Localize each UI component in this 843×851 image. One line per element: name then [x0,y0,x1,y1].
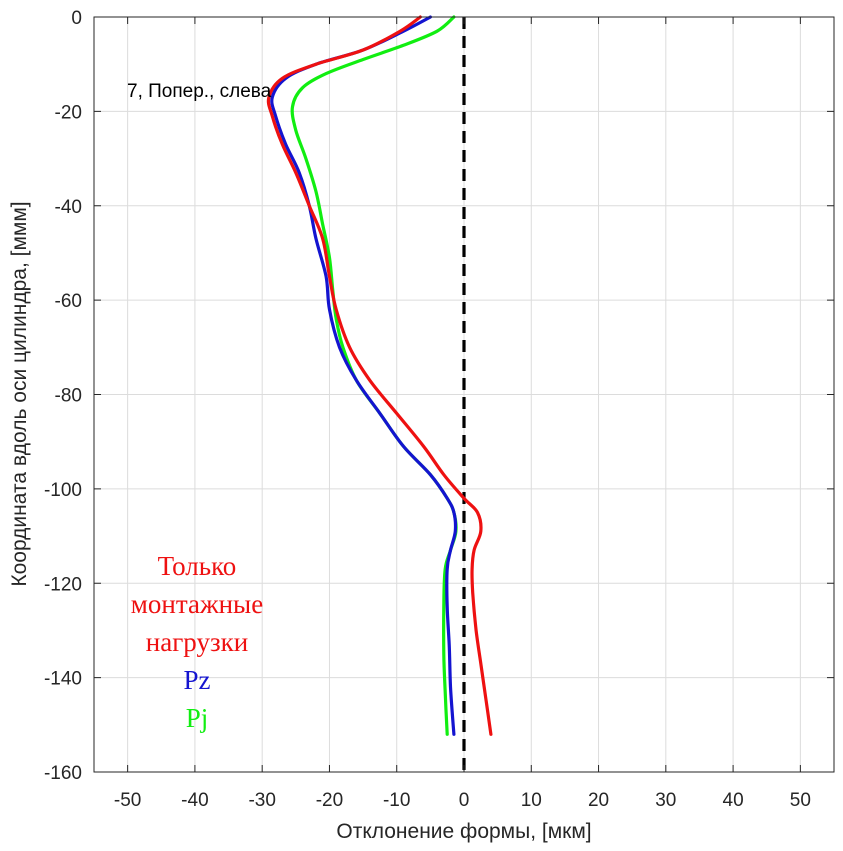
legend-entry-red-line-3: нагрузки [146,627,248,657]
x-tick-label: 0 [459,790,470,811]
x-tick-label: 20 [588,790,609,811]
x-tick-label: -20 [316,790,343,811]
x-tick-label: 40 [723,790,744,811]
y-tick-label: -60 [55,291,82,312]
y-tick-label: -120 [44,574,82,595]
y-tick-label: 0 [71,8,82,29]
series-line-pz [270,15,458,736]
y-tick-label: -40 [55,197,82,218]
y-tick-label: -20 [55,102,82,123]
tick-labels: -50 -40 -30 -20 -10 0 10 20 30 40 500-20-40-60-80-… [44,8,834,811]
y-axis-label: Координата вдоль оси цилиндра, [ммм] [8,201,31,586]
series-group [266,15,493,736]
legend-entry-red-line-2: монтажные [131,589,263,619]
legend-entry-red-line-1: Только [158,551,237,581]
x-tick-label: 10 [521,790,542,811]
y-tick-label: -140 [44,669,82,690]
legend-entry-pz: Pz [184,665,211,695]
legend: Только монтажные нагрузки Pz Pj [131,551,263,733]
y-tick-label: -80 [55,386,82,407]
y-tick-label: -160 [44,763,82,784]
x-axis-label: Отклонение формы, [мкм] [336,820,591,843]
x-tick-label: -40 [181,790,208,811]
x-tick-label: -50 [114,790,141,811]
x-tick-label: -10 [383,790,410,811]
x-tick-label: -30 [248,790,275,811]
y-tick-label: -100 [44,480,82,501]
x-tick-label: 30 [655,790,676,811]
series-line-mounting-loads [266,15,493,736]
legend-entry-pj: Pj [186,703,209,733]
chart-annotation: 7, Попер., слева [127,81,272,102]
x-tick-label: 50 [790,790,811,811]
